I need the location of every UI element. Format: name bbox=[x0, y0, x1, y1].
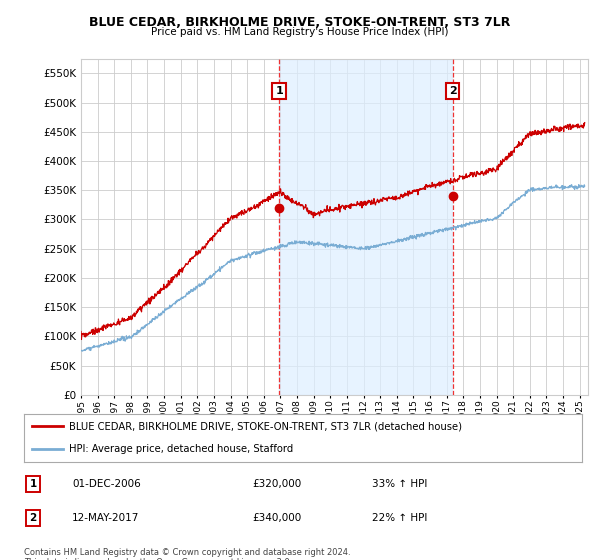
Text: 1: 1 bbox=[275, 86, 283, 96]
Text: 22% ↑ HPI: 22% ↑ HPI bbox=[372, 513, 427, 523]
Text: Contains HM Land Registry data © Crown copyright and database right 2024.
This d: Contains HM Land Registry data © Crown c… bbox=[24, 548, 350, 560]
Text: 12-MAY-2017: 12-MAY-2017 bbox=[72, 513, 139, 523]
Text: £320,000: £320,000 bbox=[252, 479, 301, 489]
Text: 2: 2 bbox=[29, 513, 37, 523]
Text: 01-DEC-2006: 01-DEC-2006 bbox=[72, 479, 141, 489]
Text: BLUE CEDAR, BIRKHOLME DRIVE, STOKE-ON-TRENT, ST3 7LR (detached house): BLUE CEDAR, BIRKHOLME DRIVE, STOKE-ON-TR… bbox=[68, 421, 461, 431]
Text: Price paid vs. HM Land Registry's House Price Index (HPI): Price paid vs. HM Land Registry's House … bbox=[151, 27, 449, 37]
Text: 1: 1 bbox=[29, 479, 37, 489]
Text: HPI: Average price, detached house, Stafford: HPI: Average price, detached house, Staf… bbox=[68, 444, 293, 454]
Text: £340,000: £340,000 bbox=[252, 513, 301, 523]
Text: BLUE CEDAR, BIRKHOLME DRIVE, STOKE-ON-TRENT, ST3 7LR: BLUE CEDAR, BIRKHOLME DRIVE, STOKE-ON-TR… bbox=[89, 16, 511, 29]
Text: 33% ↑ HPI: 33% ↑ HPI bbox=[372, 479, 427, 489]
Text: 2: 2 bbox=[449, 86, 457, 96]
